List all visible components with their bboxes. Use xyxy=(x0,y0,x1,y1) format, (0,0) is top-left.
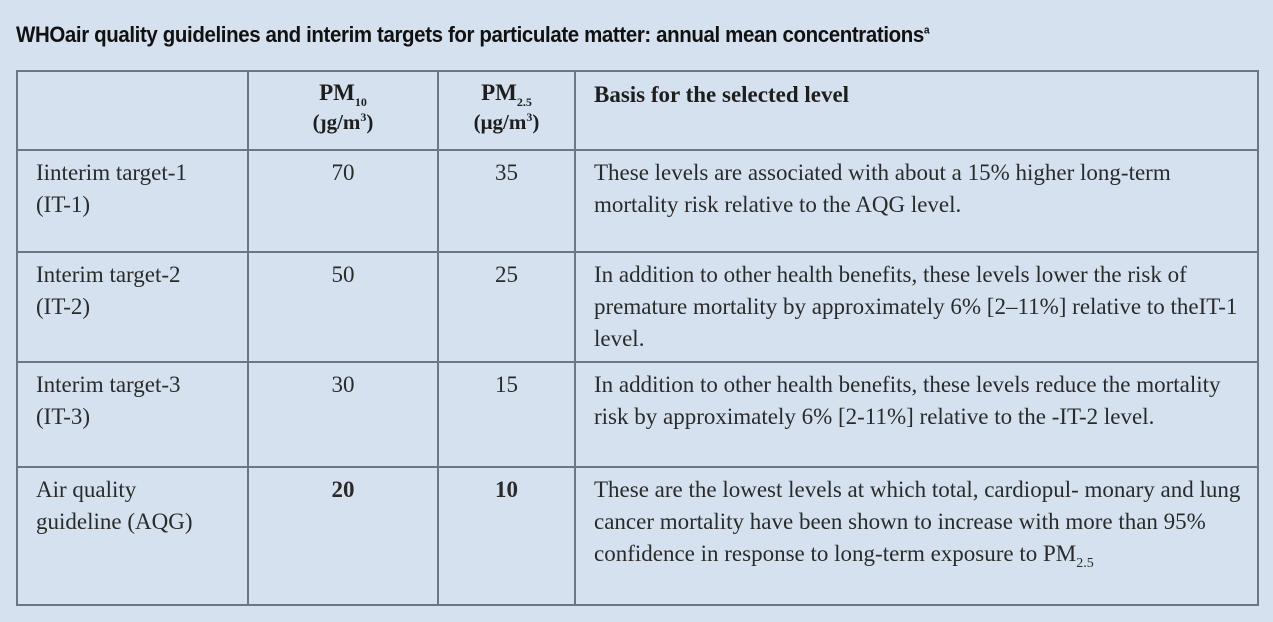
row-label-line1: Iinterim target-1 xyxy=(36,160,187,185)
header-pm10: PM10 (ȷg/m3) xyxy=(247,70,439,151)
header-basis: Basis for the selected level xyxy=(574,70,1259,151)
pm25-subscript: 2.5 xyxy=(516,95,532,109)
table-header-row: PM10 (ȷg/m3) PM2.5 (μg/m3) Basis for the… xyxy=(16,70,1259,151)
basis-text: In addition to other health benefits, th… xyxy=(574,251,1259,363)
pm10-value: 30 xyxy=(247,361,439,468)
header-pm25: PM2.5 (μg/m3) xyxy=(437,70,576,151)
aqg-table: PM10 (ȷg/m3) PM2.5 (μg/m3) Basis for the… xyxy=(16,70,1259,606)
pm10-value: 70 xyxy=(247,149,439,253)
table-row: Interim target-2 (IT-2) 50 25 In addition… xyxy=(16,251,1259,363)
basis-text: These levels are associated with about a… xyxy=(574,149,1259,253)
table-title-text: WHOair quality guidelines and interim ta… xyxy=(16,22,924,47)
pm10-value: 50 xyxy=(247,251,439,363)
title-footnote-marker: a xyxy=(923,24,930,37)
pm25-value: 15 xyxy=(437,361,576,468)
pm10-unit-sup: 3 xyxy=(360,110,367,124)
pm10-unit-open: ( xyxy=(312,110,320,134)
row-label-line1: Air quality xyxy=(36,477,137,502)
pm25-unit-sup: 3 xyxy=(526,110,533,124)
pm10-unit-mu: ȷ xyxy=(319,110,327,134)
row-label: Air quality guideline (AQG) xyxy=(16,466,249,606)
row-label: Iinterim target-1 (IT-1) xyxy=(16,149,249,253)
pm25-unit-main: (μg/m xyxy=(473,110,527,134)
header-empty-cell xyxy=(16,70,249,151)
row-label-line2: (IT-2) xyxy=(36,294,91,319)
pm25-value: 25 xyxy=(437,251,576,363)
basis-text-subscript: 2.5 xyxy=(1076,556,1094,571)
table-row: Iinterim target-1 (IT-1) 70 35 These leve… xyxy=(16,149,1259,253)
pm25-label: PM xyxy=(481,80,517,105)
row-label-line2: (IT-3) xyxy=(36,404,91,429)
table-row: Air quality guideline (AQG) 20 10 These a… xyxy=(16,466,1259,606)
pm10-unit: (ȷg/m3) xyxy=(249,109,437,135)
table-row: Interim target-3 (IT-3) 30 15 In addition… xyxy=(16,361,1259,468)
row-label-line2: guideline (AQG) xyxy=(36,509,193,534)
pm10-unit-close: ) xyxy=(366,110,374,134)
row-label: Interim target-3 (IT-3) xyxy=(16,361,249,468)
pm10-value: 20 xyxy=(247,466,439,606)
row-label-line2: (IT-1) xyxy=(36,192,91,217)
row-label: Interim target-2 (IT-2) xyxy=(16,251,249,363)
pm10-subscript: 10 xyxy=(354,95,367,109)
pm25-value: 35 xyxy=(437,149,576,253)
basis-text: These are the lowest levels at which tot… xyxy=(574,466,1259,606)
pm10-unit-main: g/m xyxy=(326,110,361,134)
pm25-unit: (μg/m3) xyxy=(439,109,574,135)
row-label-line1: Interim target-2 xyxy=(36,262,181,287)
pm25-unit-close: ) xyxy=(532,110,540,134)
row-label-line1: Interim target-3 xyxy=(36,372,181,397)
basis-text-main: These are the lowest levels at which tot… xyxy=(594,477,1241,566)
pm10-label: PM xyxy=(319,80,355,105)
table-title: WHOair quality guidelines and interim ta… xyxy=(16,22,930,48)
basis-text: In addition to other health benefits, th… xyxy=(574,361,1259,468)
pm25-value: 10 xyxy=(437,466,576,606)
